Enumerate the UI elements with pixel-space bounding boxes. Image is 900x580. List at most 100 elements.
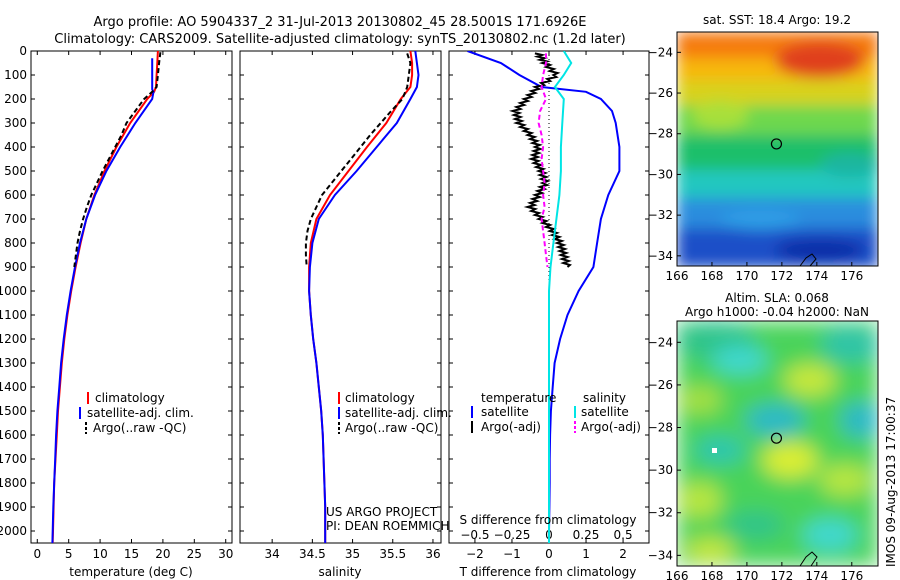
difference-series [467, 51, 621, 543]
sst-map-frame [676, 31, 879, 267]
x-tick-label: 166 [666, 569, 689, 580]
difference-xlabel-top: S difference from climatology [460, 513, 637, 527]
y-tick-label: −26 [648, 86, 673, 100]
x-tick-label: 172 [770, 569, 793, 580]
x-tick-label: 10 [92, 547, 107, 561]
y-tick-label: −26 [648, 378, 673, 392]
s-tick-label: 0.25 [573, 528, 600, 542]
x-tick-label: 166 [666, 269, 689, 283]
sla-map-frame [676, 320, 879, 567]
y-tick-label: 900 [4, 260, 27, 274]
y-tick-label: −30 [648, 463, 673, 477]
x-tick-label: 35.5 [379, 547, 406, 561]
x-tick-label: 0 [545, 547, 553, 561]
y-tick-label: 400 [4, 140, 27, 154]
legend-climatology-label: climatology [345, 391, 415, 405]
imos-timestamp: IMOS 09-Aug-2013 17:00:37 [884, 397, 898, 567]
series-temperature-argo-adj- [508, 52, 572, 268]
x-tick-label: 168 [701, 569, 724, 580]
y-tick-label: −34 [648, 249, 673, 263]
legend-argo-label: Argo(..raw -QC) [345, 421, 438, 435]
legend-satellite-label: satellite-adj. clim. [87, 406, 194, 420]
y-tick-label: 1900 [0, 500, 27, 514]
y-tick-label: 1800 [0, 476, 27, 490]
y-tick-label: 600 [4, 188, 27, 202]
x-tick-label: −2 [466, 547, 484, 561]
x-tick-label: 172 [770, 269, 793, 283]
y-tick-label: 1500 [0, 404, 27, 418]
y-tick-label: −30 [648, 167, 673, 181]
project-annotation: US ARGO PROJECT [326, 505, 438, 519]
x-tick-label: 35 [345, 547, 360, 561]
temperature-legend: climatology satellite-adj. clim. Argo(..… [79, 391, 194, 435]
x-tick-label: 174 [805, 569, 828, 580]
y-tick-label: 1400 [0, 380, 27, 394]
sla-map-title: Altim. SLA: 0.068 [725, 291, 829, 305]
x-tick-label: 168 [701, 269, 724, 283]
s-tick-label: 0.5 [614, 528, 633, 542]
legend-s-satellite-label: satellite [581, 405, 629, 419]
x-tick-label: 20 [155, 547, 170, 561]
figure-title-line1: Argo profile: AO 5904337_2 31-Jul-2013 2… [93, 15, 586, 30]
y-tick-label: −32 [648, 208, 673, 222]
x-tick-label: 174 [805, 269, 828, 283]
legend-climatology-label: climatology [95, 391, 165, 405]
salinity-xlabel: salinity [318, 565, 361, 579]
y-tick-label: −34 [648, 548, 673, 562]
y-tick-label: 800 [4, 236, 27, 250]
y-tick-label: 1200 [0, 332, 27, 346]
legend-t-satellite-label: satellite [481, 405, 529, 419]
sla-coastline [799, 551, 818, 567]
x-tick-label: 0 [33, 547, 41, 561]
legend-t-argo-label: Argo(-adj) [481, 420, 541, 434]
y-tick-label: 200 [4, 92, 27, 106]
sst-map-ticks: 166 168 170 172 174 176 −24 −26 −28 −30 −32 −34 [648, 45, 864, 283]
difference-xlabel: T difference from climatology [459, 565, 637, 579]
s-tick-label: −0.5 [460, 528, 489, 542]
y-tick-label: −24 [648, 335, 673, 349]
x-tick-label: 1 [582, 547, 590, 561]
series-satellite-adj-clim- [51, 58, 155, 543]
x-tick-label: 170 [735, 569, 758, 580]
figure-title-line2: Climatology: CARS2009. Satellite-adjuste… [54, 32, 626, 47]
y-tick-label: 700 [4, 212, 27, 226]
legend-temperature-header: temperature [481, 391, 556, 405]
s-tick-label: −0.25 [494, 528, 531, 542]
x-tick-label: 25 [187, 547, 202, 561]
y-tick-label: 100 [4, 68, 27, 82]
series-argo-raw-qc- [73, 52, 162, 268]
legend-satellite-label: satellite-adj. clim. [345, 406, 452, 420]
difference-legend: temperature salinity satellite Argo(-adj… [471, 391, 641, 434]
x-tick-label: 30 [218, 547, 233, 561]
y-tick-label: −32 [648, 506, 673, 520]
series-satellite-adj-clim- [308, 51, 420, 543]
y-tick-label: 1600 [0, 428, 27, 442]
y-tick-label: 1100 [0, 308, 27, 322]
sst-argo-location-marker [770, 138, 783, 150]
x-tick-label: 2 [619, 547, 627, 561]
x-tick-label: 15 [124, 547, 139, 561]
x-tick-label: 170 [735, 269, 758, 283]
y-tick-label: 1300 [0, 356, 27, 370]
y-tick-label: 500 [4, 164, 27, 178]
sla-map-subtitle: Argo h1000: -0.04 h2000: NaN [685, 305, 869, 319]
salinity-legend: climatology satellite-adj. clim. Argo(..… [338, 391, 452, 435]
sla-missing-pixel [712, 448, 717, 453]
salinity-panel-frame [239, 50, 442, 544]
y-tick-label: −28 [648, 421, 673, 435]
salinity-axis-ticks: 34 34.5 35 35.5 36 [240, 50, 441, 561]
y-tick-label: 2000 [0, 524, 27, 538]
temperature-series [51, 51, 162, 543]
legend-salinity-header: salinity [583, 391, 626, 405]
series-salinity-satellite [548, 51, 573, 543]
salinity-series [304, 51, 420, 543]
x-tick-label: 36 [425, 547, 440, 561]
legend-argo-label: Argo(..raw -QC) [93, 421, 186, 435]
series-argo-raw-qc- [304, 53, 412, 268]
sla-argo-location-marker [770, 432, 783, 444]
y-tick-label: 300 [4, 116, 27, 130]
sla-map-ticks: 166 168 170 172 174 176 −24 −26 −28 −30 −32 −34 [648, 335, 864, 580]
y-tick-label: 0 [19, 44, 27, 58]
x-tick-label: 34.5 [299, 547, 326, 561]
